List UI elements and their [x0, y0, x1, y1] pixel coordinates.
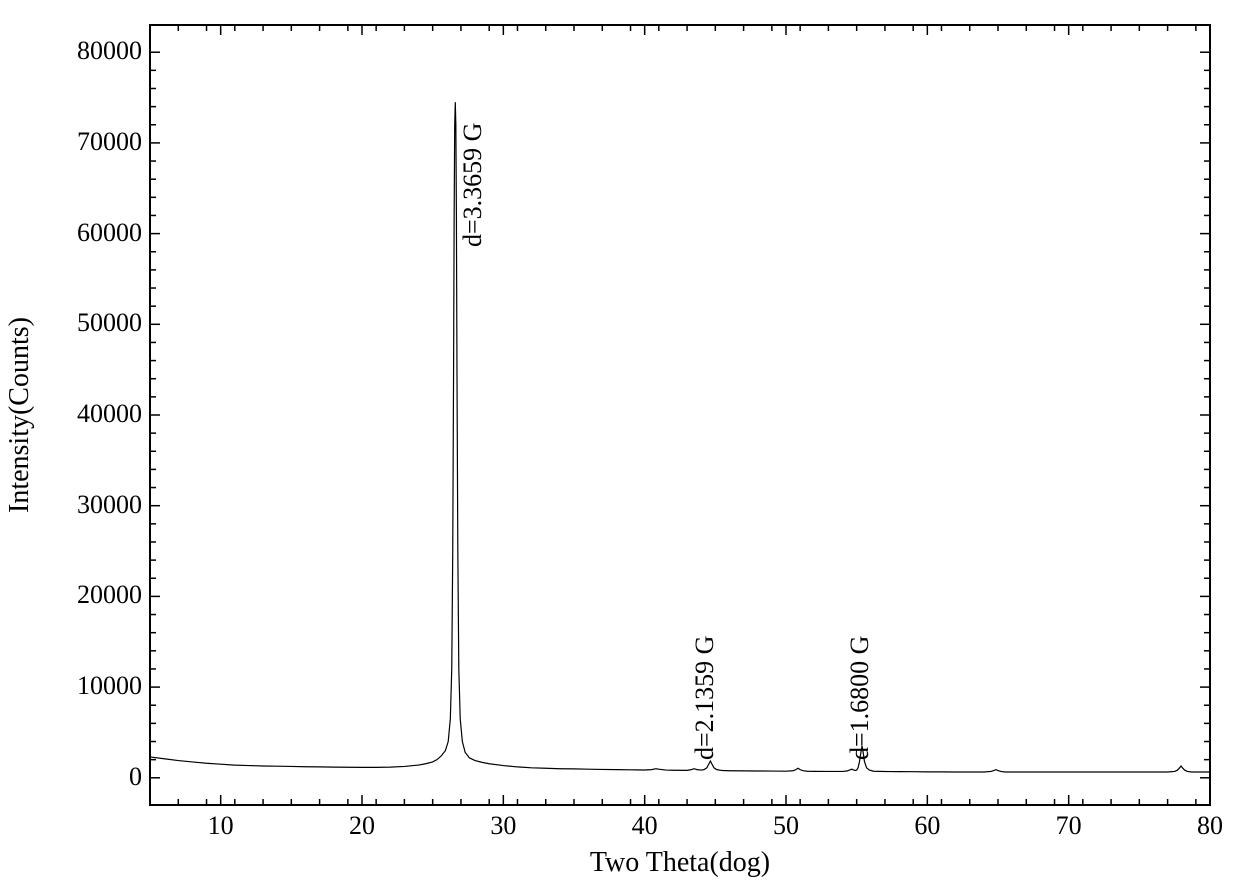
y-tick-label: 20000 — [50, 580, 142, 610]
peak-label: d=3.3659 G — [458, 123, 488, 247]
y-tick-label: 40000 — [50, 399, 142, 429]
x-tick-label: 60 — [897, 811, 957, 841]
y-tick-label: 60000 — [50, 218, 142, 248]
y-tick-label: 80000 — [50, 36, 142, 66]
x-tick-label: 80 — [1180, 811, 1240, 841]
chart-svg — [0, 0, 1240, 889]
peak-label: d=2.1359 G — [690, 635, 720, 759]
y-axis-label: Intensity(Counts) — [4, 317, 36, 513]
peak-label: d=1.6800 G — [845, 635, 875, 759]
x-tick-label: 20 — [332, 811, 392, 841]
xrd-chart: Intensity(Counts) Two Theta(dog) 10 20 30 4… — [0, 0, 1240, 889]
y-tick-label: 50000 — [50, 308, 142, 338]
y-tick-label: 30000 — [50, 490, 142, 520]
x-tick-label: 50 — [756, 811, 816, 841]
y-tick-label: 0 — [50, 762, 142, 792]
y-tick-label: 10000 — [50, 671, 142, 701]
x-tick-label: 70 — [1039, 811, 1099, 841]
x-tick-label: 40 — [615, 811, 675, 841]
x-axis-label: Two Theta(dog) — [590, 847, 770, 879]
x-tick-label: 10 — [191, 811, 251, 841]
y-tick-label: 70000 — [50, 127, 142, 157]
x-tick-label: 30 — [473, 811, 533, 841]
